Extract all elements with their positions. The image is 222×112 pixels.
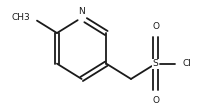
Text: N: N bbox=[78, 7, 85, 16]
Text: S: S bbox=[153, 59, 159, 68]
Text: CH3: CH3 bbox=[12, 13, 31, 22]
Text: O: O bbox=[152, 96, 159, 105]
Text: O: O bbox=[152, 22, 159, 31]
Text: Cl: Cl bbox=[182, 59, 191, 68]
